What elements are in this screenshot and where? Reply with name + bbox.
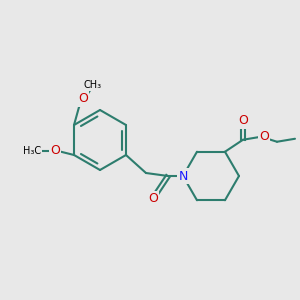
Text: CH₃: CH₃ bbox=[84, 80, 102, 90]
Text: O: O bbox=[50, 143, 60, 157]
Text: O: O bbox=[78, 92, 88, 106]
Text: O: O bbox=[148, 193, 158, 206]
Text: N: N bbox=[178, 169, 188, 182]
Text: H₃C: H₃C bbox=[23, 146, 41, 156]
Text: O: O bbox=[238, 114, 248, 127]
Text: N: N bbox=[178, 169, 188, 182]
Text: O: O bbox=[259, 130, 269, 143]
